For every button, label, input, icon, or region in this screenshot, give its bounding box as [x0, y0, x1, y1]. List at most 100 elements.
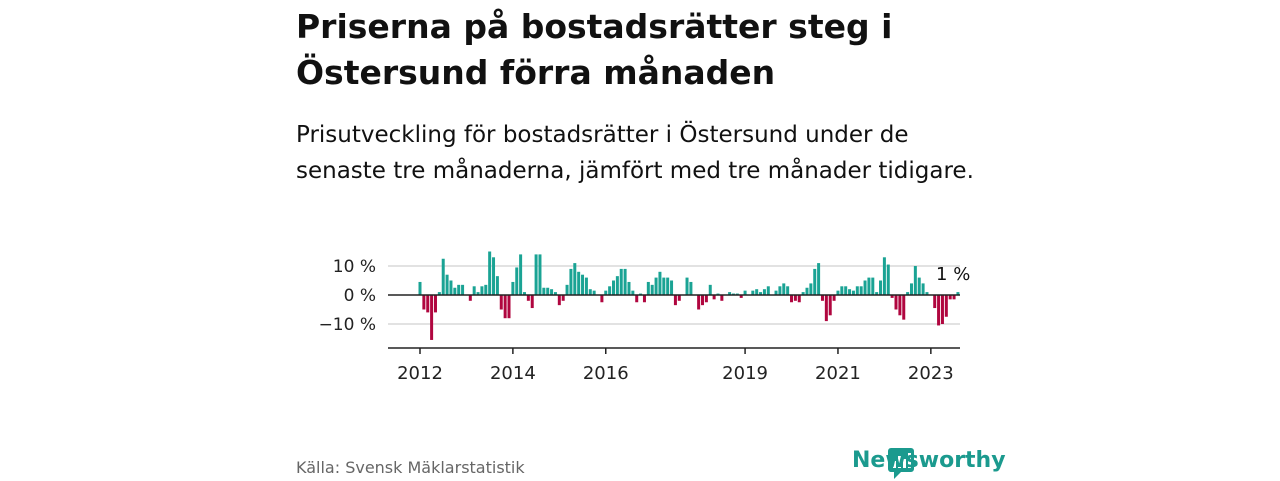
bar [650, 284, 654, 295]
bar [449, 280, 453, 295]
bar [542, 287, 546, 295]
bar-chart: 10 % 0 % −10 % 2012 2014 2016 2019 2021 2023 1 % [319, 251, 970, 384]
bar [778, 286, 782, 295]
bar [840, 286, 844, 295]
bar [612, 280, 615, 295]
bar [704, 295, 708, 303]
bar [619, 268, 623, 295]
x-tick-label: 2014 [490, 363, 536, 384]
bar [515, 267, 519, 295]
bar [615, 276, 619, 295]
bar [782, 283, 786, 295]
bar [790, 295, 794, 303]
bar [786, 286, 790, 295]
bar [430, 295, 434, 340]
bar [944, 295, 948, 317]
bar [499, 295, 503, 310]
bar [561, 295, 565, 301]
bar [495, 276, 499, 295]
bar [553, 292, 557, 295]
bar [503, 295, 507, 319]
bar [743, 290, 747, 295]
bar [488, 251, 492, 295]
bar [433, 295, 437, 313]
bar [546, 287, 550, 295]
bar [689, 281, 693, 295]
bar [751, 290, 755, 295]
bar [809, 283, 813, 295]
bar [426, 295, 430, 313]
bar [937, 295, 941, 326]
bar [902, 295, 906, 320]
bar [573, 263, 577, 295]
bar [476, 292, 480, 295]
bar [441, 258, 445, 295]
latest-value-label: 1 % [936, 264, 970, 285]
bar [774, 290, 778, 295]
bar [588, 289, 592, 295]
bar [592, 290, 596, 295]
bar [813, 268, 817, 295]
bar [472, 286, 476, 295]
bar [898, 295, 902, 316]
bar [565, 284, 569, 295]
bar [952, 295, 956, 300]
bar [824, 295, 828, 322]
bar [623, 268, 627, 295]
bar [480, 286, 484, 295]
bar [890, 295, 894, 298]
bar [836, 290, 840, 295]
bar [921, 283, 925, 295]
bar [422, 295, 426, 310]
bar [755, 289, 759, 295]
bar [538, 254, 542, 295]
bar [584, 277, 588, 295]
bar [793, 295, 797, 301]
bar [677, 295, 681, 301]
bar [855, 286, 859, 295]
bar [654, 277, 658, 295]
bar [646, 281, 650, 295]
newsworthy-logo-icon [888, 448, 914, 479]
bar [766, 286, 770, 295]
bar [437, 292, 441, 295]
x-tick-label: 2012 [397, 363, 443, 384]
bar [909, 283, 913, 295]
bar [708, 284, 712, 295]
bar [631, 290, 635, 295]
bar [534, 254, 538, 295]
bar [906, 292, 910, 295]
bar [600, 295, 604, 303]
y-tick-label: 0 % [344, 286, 376, 306]
bar [511, 281, 515, 295]
bar [871, 277, 875, 295]
bar [801, 292, 805, 295]
bar [844, 286, 848, 295]
bar [759, 292, 763, 295]
bar [894, 295, 898, 310]
bar [913, 266, 917, 295]
bar [863, 280, 867, 295]
brand-name: Newsworthy [852, 448, 1006, 473]
bar [739, 295, 743, 298]
bar [848, 289, 852, 295]
x-tick-label: 2016 [583, 363, 629, 384]
bar [697, 295, 701, 310]
bar [948, 295, 952, 300]
bar [867, 277, 871, 295]
bar [577, 271, 581, 295]
bar [805, 287, 809, 295]
y-tick-label: −10 % [319, 315, 376, 335]
bar [797, 295, 801, 303]
bar [712, 295, 716, 300]
bar [557, 295, 561, 306]
bar [550, 289, 554, 295]
bar [658, 271, 662, 295]
bar [828, 295, 832, 316]
bar [701, 295, 705, 306]
bar [879, 280, 883, 295]
bar [875, 292, 879, 295]
bar [453, 287, 457, 295]
bar [933, 295, 937, 309]
bar [728, 292, 732, 295]
